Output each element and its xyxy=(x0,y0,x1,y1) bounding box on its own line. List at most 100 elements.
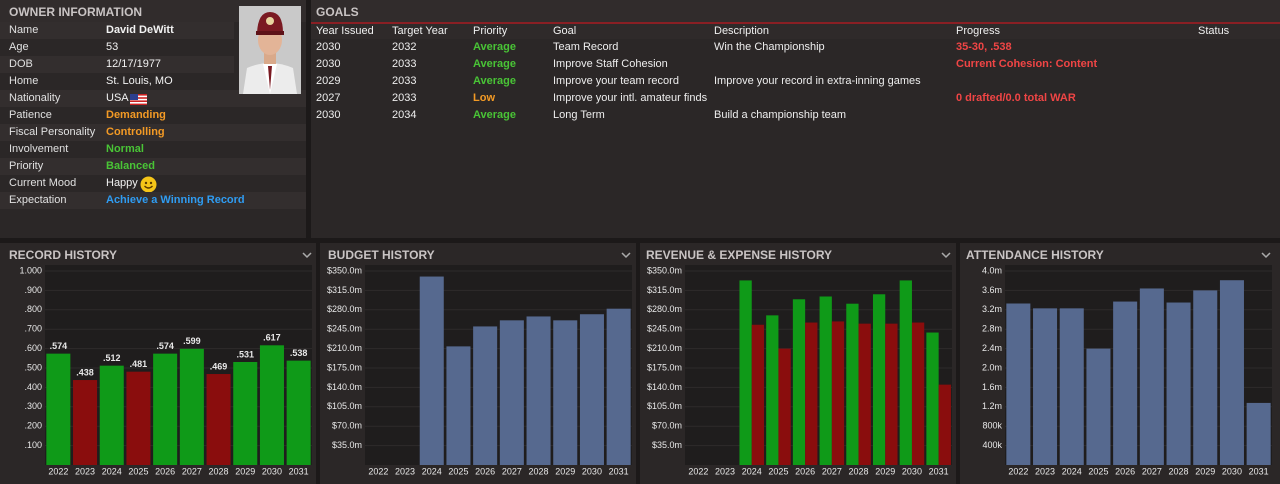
bar xyxy=(446,346,471,465)
bar xyxy=(885,323,898,465)
bar xyxy=(153,353,178,465)
bar xyxy=(778,348,791,465)
bar xyxy=(126,371,151,465)
x-tick-label: 2022 xyxy=(48,466,68,476)
cell: 2034 xyxy=(392,109,417,121)
bar xyxy=(831,321,845,465)
value: Achieve a Winning Record xyxy=(106,194,245,206)
collapse-toggle[interactable] xyxy=(941,252,951,259)
owner-row: Age 53 xyxy=(0,39,234,56)
value: Controlling xyxy=(106,126,165,138)
chart: REVENUE & EXPENSE HISTORY $35.0m $70.0m $1… xyxy=(646,248,952,476)
value: Happy xyxy=(106,177,138,189)
chart-panel: BUDGET HISTORY $35.0m $70.0m $105.0m $140.0… xyxy=(320,243,636,484)
x-tick-label: 2024 xyxy=(1062,466,1082,476)
value-label: .574 xyxy=(50,341,68,351)
bar xyxy=(1086,348,1111,465)
owner-portrait xyxy=(239,6,301,94)
cell: Average xyxy=(473,75,517,87)
cell: Average xyxy=(473,109,517,121)
bar xyxy=(766,315,779,465)
bar xyxy=(792,299,806,465)
y-tick-label: $350.0m xyxy=(647,265,682,275)
y-tick-label: $350.0m xyxy=(327,265,362,275)
chart-title: RECORD HISTORY xyxy=(9,248,117,262)
x-tick-label: 2028 xyxy=(849,466,869,476)
x-tick-label: 2026 xyxy=(795,466,815,476)
bar xyxy=(99,365,124,465)
cell: Improve your intl. amateur finds xyxy=(553,92,708,104)
x-tick-label: 2025 xyxy=(1088,466,1108,476)
y-tick-label: 2.4m xyxy=(982,343,1002,353)
cell: 2033 xyxy=(392,58,417,70)
bar xyxy=(553,320,578,465)
y-tick-label: 4.0m xyxy=(982,265,1002,275)
y-tick-label: $280.0m xyxy=(647,304,682,314)
x-tick-label: 2027 xyxy=(1142,466,1162,476)
y-tick-label: $210.0m xyxy=(647,343,682,353)
value-label: .512 xyxy=(103,353,121,363)
chart-title: ATTENDANCE HISTORY xyxy=(966,248,1104,262)
y-tick-label: .300 xyxy=(24,401,42,411)
x-tick-label: 2026 xyxy=(1115,466,1135,476)
cell: 2027 xyxy=(316,92,341,104)
goals-header: GOALS xyxy=(311,0,1280,24)
chart-panel: RECORD HISTORY .100 .200 .300 .400 .500 .600.… xyxy=(0,243,316,484)
y-tick-label: $315.0m xyxy=(647,285,682,295)
bar xyxy=(73,380,98,465)
mood-icon xyxy=(140,176,157,193)
bar xyxy=(419,276,444,465)
cell: 2032 xyxy=(392,41,417,53)
value: 12/17/1977 xyxy=(106,58,162,70)
value: 53 xyxy=(106,41,119,53)
col-header: Progress xyxy=(956,25,1001,37)
bar xyxy=(233,361,258,465)
bar xyxy=(739,280,752,465)
col-header: Priority xyxy=(473,25,508,37)
y-tick-label: $245.0m xyxy=(647,324,682,334)
x-tick-label: 2031 xyxy=(1249,466,1269,476)
y-tick-label: $175.0m xyxy=(647,362,682,372)
collapse-toggle[interactable] xyxy=(302,252,312,259)
x-tick-label: 2027 xyxy=(182,466,202,476)
label: Name xyxy=(9,24,39,36)
bar xyxy=(1059,308,1084,465)
value: Normal xyxy=(106,143,144,155)
bar xyxy=(526,316,551,465)
label: DOB xyxy=(9,58,33,70)
cell: Current Cohesion: Content xyxy=(956,58,1098,70)
value: David DeWitt xyxy=(106,24,174,36)
label: Current Mood xyxy=(9,177,77,189)
x-tick-label: 2031 xyxy=(929,466,949,476)
owner-row: Nationality USA xyxy=(0,90,306,107)
value-label: .538 xyxy=(290,348,308,358)
y-tick-label: $105.0m xyxy=(327,401,362,411)
owner-row: Current Mood Happy xyxy=(0,175,306,193)
chart-panel: REVENUE & EXPENSE HISTORY $35.0m $70.0m $1… xyxy=(640,243,956,484)
x-tick-label: 2024 xyxy=(102,466,122,476)
x-tick-label: 2027 xyxy=(502,466,522,476)
bar xyxy=(259,345,284,465)
cell: Average xyxy=(473,58,517,70)
bar xyxy=(805,322,818,465)
bar xyxy=(1193,290,1218,465)
collapse-toggle[interactable] xyxy=(621,252,631,259)
y-tick-label: .200 xyxy=(24,421,42,431)
y-tick-label: $210.0m xyxy=(327,343,362,353)
goal-row: 2029 2033 Average Improve your team reco… xyxy=(311,75,1280,92)
cell: 2030 xyxy=(316,41,341,53)
owner-row: Home St. Louis, MO xyxy=(0,73,234,90)
y-tick-label: $245.0m xyxy=(327,324,362,334)
x-tick-label: 2031 xyxy=(609,466,629,476)
goals-panel: GOALS Year Issued Target Year Priority G… xyxy=(311,0,1280,238)
label: Priority xyxy=(9,160,44,172)
x-tick-label: 2030 xyxy=(1222,466,1242,476)
owner-row: Fiscal Personality Controlling xyxy=(0,124,306,141)
y-tick-label: .700 xyxy=(24,324,42,334)
y-tick-label: .600 xyxy=(24,343,42,353)
y-tick-label: $35.0m xyxy=(652,440,682,450)
y-tick-label: 1.000 xyxy=(19,265,42,275)
cell: Long Term xyxy=(553,109,605,121)
collapse-toggle[interactable] xyxy=(1261,252,1271,259)
